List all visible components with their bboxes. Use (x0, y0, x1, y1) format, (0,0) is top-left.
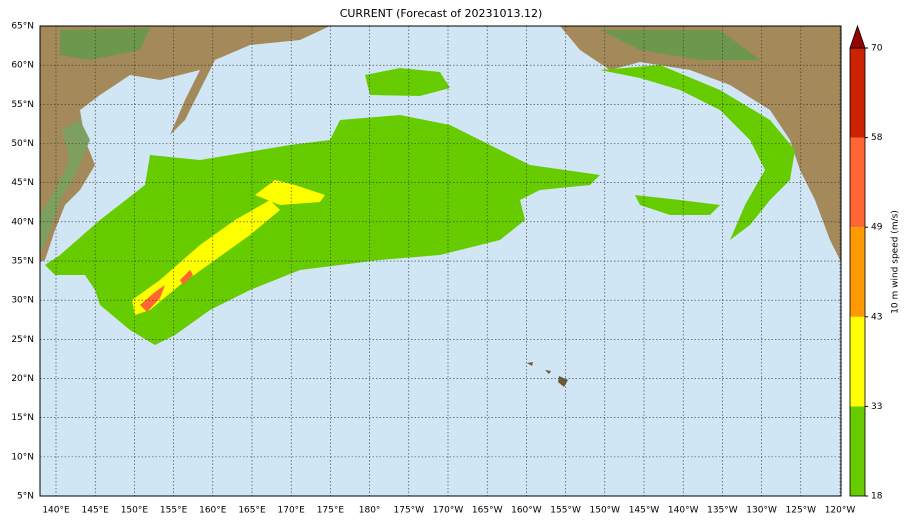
wind-max (180, 270, 193, 285)
lon-label: 125°W (786, 506, 817, 516)
lon-label: 150°W (590, 506, 621, 516)
lon-label: 145°W (629, 506, 660, 516)
lat-label: 60°N (11, 61, 34, 71)
colorbar-tick-label: 49 (871, 223, 883, 233)
colorbar-tick-label: 70 (871, 44, 883, 54)
wind-field (635, 195, 720, 215)
land-vegetation (600, 30, 760, 60)
lat-label: 5°N (17, 492, 34, 502)
lat-label: 35°N (11, 257, 34, 267)
lon-label: 175°W (394, 506, 425, 516)
colorbar-tick-label: 18 (871, 492, 883, 502)
lat-label: 40°N (11, 217, 34, 227)
wind-field (365, 68, 450, 96)
colorbar-tick-label: 43 (871, 312, 882, 322)
lon-label: 150°E (121, 506, 149, 516)
lon-label: 135°W (707, 506, 738, 516)
lon-label: 155°E (160, 506, 188, 516)
lat-label: 10°N (11, 452, 34, 462)
lat-label: 30°N (11, 296, 34, 306)
wind-max (140, 285, 165, 312)
lon-label: 170°W (433, 506, 464, 516)
lon-label: 155°W (550, 506, 581, 516)
colorbar-tick-label: 33 (871, 402, 882, 412)
graticule (40, 25, 841, 497)
lat-label: 50°N (11, 139, 34, 149)
map-title: CURRENT (Forecast of 20231013.12) (340, 7, 543, 20)
lat-label: 55°N (11, 100, 34, 110)
lon-label: 120°W (825, 506, 856, 516)
colorbar-label: 10 m wind speed (m/s) (891, 210, 901, 314)
colorbar-extend (849, 24, 866, 49)
lon-label: 145°E (82, 506, 110, 516)
land-vegetation (60, 28, 150, 60)
colorbar-frame (849, 47, 866, 497)
lat-label: 25°N (11, 335, 34, 345)
land-america (560, 26, 841, 262)
colorbar-segment (850, 137, 865, 228)
wind-core (255, 180, 325, 205)
lat-label: 20°N (11, 374, 34, 384)
wind-field (600, 65, 795, 240)
land-asia (40, 26, 330, 262)
colorbar-segment (850, 48, 865, 138)
wind-core (132, 200, 280, 315)
land-hawaii (527, 362, 568, 387)
wind-field (45, 115, 600, 345)
map-frame (39, 25, 842, 497)
lon-label: 140°E (42, 506, 70, 516)
colorbar-segment (850, 227, 865, 317)
land-japan (40, 120, 90, 255)
colorbar-tick-label: 58 (871, 133, 883, 143)
lon-label: 160°E (199, 506, 227, 516)
lon-label: 165°E (238, 506, 266, 516)
lat-label: 45°N (11, 178, 34, 188)
lon-label: 170°E (278, 506, 306, 516)
lon-label: 180° (359, 506, 381, 516)
lon-label: 140°W (668, 506, 699, 516)
lon-label: 175°E (317, 506, 345, 516)
lon-label: 130°W (746, 506, 777, 516)
lon-label: 165°W (472, 506, 503, 516)
colorbar-segment (850, 406, 865, 496)
lat-label: 15°N (11, 413, 34, 423)
colorbar-segment (850, 316, 865, 407)
lat-label: 65°N (11, 22, 34, 32)
colorbar: 18 33 43 49 58 70 (849, 24, 883, 502)
lon-label: 160°W (511, 506, 542, 516)
